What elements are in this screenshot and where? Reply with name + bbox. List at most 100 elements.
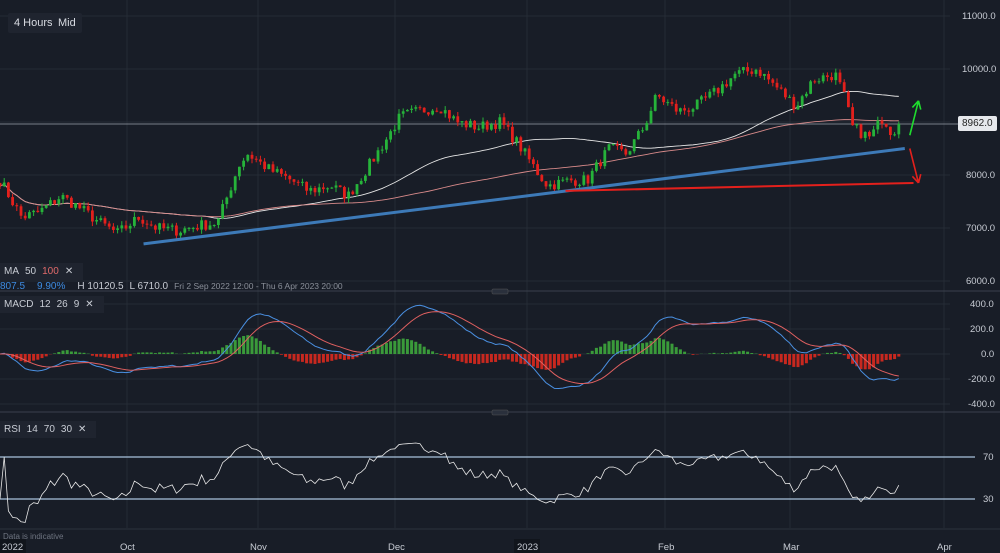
ma100-line — [0, 119, 899, 218]
candle-up — [641, 130, 644, 132]
macd-histogram-bar — [170, 352, 174, 354]
interval-selector[interactable]: 4 Hours — [8, 13, 59, 33]
close-icon[interactable]: ✕ — [85, 299, 94, 310]
candle-down — [124, 225, 128, 229]
price-type-selector[interactable]: Mid — [52, 13, 82, 33]
rsi-tick: 70 — [983, 452, 994, 463]
candle-down — [53, 200, 56, 204]
candle-up — [376, 150, 380, 162]
macd-histogram-bar — [737, 351, 741, 354]
macd-histogram-bar — [876, 354, 880, 364]
macd-histogram-bar — [359, 354, 363, 356]
rsi-legend[interactable]: RSI 14 70 30 ✕ — [0, 421, 97, 438]
candle-down — [830, 77, 833, 81]
macd-histogram-bar — [313, 354, 317, 364]
candle-up — [578, 184, 581, 186]
macd-histogram-bar — [372, 347, 376, 354]
signal-line — [0, 311, 899, 384]
close-icon[interactable]: ✕ — [64, 266, 74, 277]
candle-up — [393, 129, 397, 132]
candle-up — [872, 129, 875, 137]
macd-histogram-bar — [712, 352, 716, 354]
candle-up — [183, 228, 187, 233]
candle-up — [477, 128, 481, 130]
macd-fast: 12 — [39, 299, 51, 310]
x-tick: 2023 — [517, 542, 538, 553]
ma-period-100: 100 — [42, 266, 59, 277]
macd-histogram-bar — [124, 354, 128, 357]
candle-up — [897, 124, 901, 135]
candle-down — [670, 102, 674, 104]
candle-down — [91, 210, 94, 222]
macd-histogram-bar — [863, 354, 867, 370]
macd-histogram-bar — [271, 350, 275, 354]
macd-histogram-bar — [431, 351, 435, 354]
macd-histogram-bar — [624, 343, 628, 354]
candle-down — [511, 126, 514, 143]
candle-up — [166, 226, 170, 229]
macd-histogram-bar — [578, 354, 582, 357]
candle-down — [263, 161, 266, 170]
candle-down — [36, 210, 40, 213]
candle-down — [519, 137, 523, 152]
candle-up — [611, 144, 615, 146]
candle-up — [246, 154, 250, 161]
macd-histogram-bar — [254, 338, 258, 354]
macd-histogram-bar — [460, 354, 464, 362]
candle-up — [191, 227, 195, 229]
candle-up — [179, 232, 182, 236]
candle-up — [200, 220, 203, 230]
macd-histogram-bar — [158, 352, 162, 354]
macd-histogram-bar — [657, 337, 661, 354]
candle-up — [40, 207, 44, 213]
candle-up — [645, 123, 649, 131]
macd-histogram-bar — [405, 339, 409, 354]
candle-down — [11, 197, 14, 206]
arrow-down-icon — [909, 148, 920, 184]
year-label-bg — [0, 539, 26, 553]
candle-down — [351, 191, 355, 195]
macd-histogram-bar — [389, 341, 393, 354]
macd-histogram-bar — [279, 354, 283, 355]
macd-histogram-bar — [830, 352, 834, 354]
macd-histogram-bar — [544, 354, 548, 370]
candle-up — [49, 200, 52, 206]
macd-histogram-bar — [888, 354, 892, 360]
candle-down — [15, 205, 19, 207]
close-icon[interactable]: ✕ — [78, 424, 87, 435]
candle-up — [817, 81, 821, 83]
macd-histogram-bar — [792, 354, 796, 367]
candle-down — [254, 158, 258, 160]
macd-histogram-bar — [23, 354, 27, 363]
macd-histogram-bar — [813, 354, 817, 358]
macd-histogram-bar — [414, 341, 418, 354]
candle-down — [372, 158, 376, 162]
panel-resize-handle[interactable] — [491, 288, 509, 295]
macd-legend[interactable]: MACD 12 26 9 ✕ — [0, 296, 104, 313]
candle-down — [204, 220, 208, 230]
candle-up — [721, 84, 724, 94]
macd-histogram-bar — [741, 350, 745, 354]
candle-up — [893, 134, 896, 136]
candle-up — [632, 139, 636, 152]
panel-resize-handle[interactable] — [491, 409, 509, 416]
ma-legend[interactable]: MA 50 100 ✕ — [0, 263, 84, 280]
macd-histogram-bar — [519, 354, 523, 364]
macd-histogram-bar — [515, 354, 519, 362]
macd-histogram-bar — [120, 354, 124, 358]
candle-down — [343, 187, 346, 199]
candle-up — [796, 105, 800, 110]
macd-histogram-bar — [834, 351, 838, 354]
macd-histogram-bar — [662, 339, 666, 354]
macd-histogram-bar — [561, 354, 565, 363]
macd-histogram-bar — [767, 354, 771, 358]
macd-histogram-bar — [95, 354, 99, 357]
macd-histogram-bar — [250, 336, 254, 354]
macd-histogram-bar — [855, 354, 859, 367]
macd-histogram-bar — [569, 354, 573, 359]
macd-histogram-bar — [334, 354, 338, 360]
macd-histogram-bar — [468, 354, 472, 364]
macd-histogram-bar — [536, 354, 540, 369]
macd-histogram-bar — [321, 354, 325, 363]
